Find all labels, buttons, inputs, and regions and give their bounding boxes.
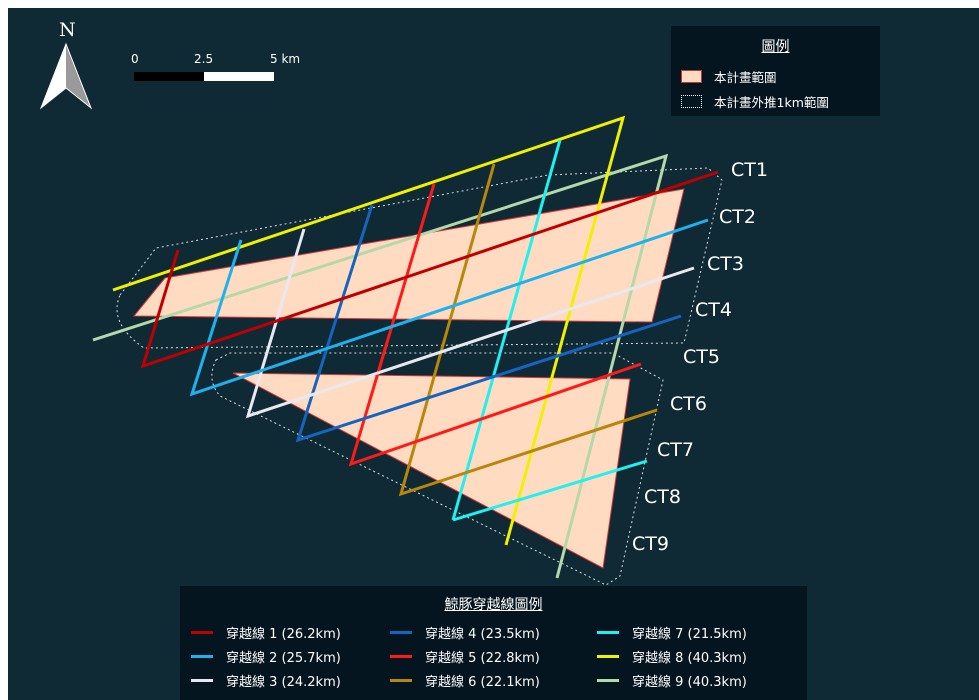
scale-label-2-5: 2.5 [194,52,214,66]
project-area-swatch-icon [681,70,702,83]
transect-9 [92,153,669,579]
legend-item-label: 本計畫範圍 [714,70,777,85]
line-swatch-icon [390,678,412,682]
line-swatch-icon [390,654,412,658]
map-legend: 圖例 本計畫範圍 本計畫外推1km範圍 [671,26,880,116]
ct-label-4: CT4 [695,299,732,321]
scale-label-5km: 5 km [270,52,301,66]
transect-label: 穿越線 2 (25.7km) [226,650,341,666]
line-swatch-icon [191,630,213,634]
ct-label-3: CT3 [707,253,744,275]
north-arrow-icon [39,42,93,110]
transect-legend-items: 穿越線 1 (26.2km) 穿越線 2 (25.7km) 穿越線 3 (24.… [191,620,797,692]
transect-label: 穿越線 8 (40.3km) [632,650,747,666]
transect-8 [112,115,626,546]
buffer-area-swatch-icon [681,95,702,108]
transect-legend-item-7: 穿越線 7 (21.5km) [597,620,797,644]
legend-item-label: 本計畫外推1km範圍 [714,95,829,110]
transect-legend-item-2: 穿越線 2 (25.7km) [191,644,390,668]
scale-label-0: 0 [131,52,139,66]
map-layer [39,42,723,586]
ct-label-2: CT2 [719,206,756,228]
transect-legend-item-3: 穿越線 3 (24.2km) [191,668,390,692]
transect-label: 穿越線 3 (24.2km) [226,674,341,690]
buffer-zone-north [116,167,723,349]
transect-legend-title: 鯨豚穿越線圖例 [444,597,543,613]
transect-2 [189,218,709,397]
ct-label-5: CT5 [683,346,720,368]
line-swatch-icon [191,654,213,658]
transect-1 [140,170,719,369]
transect-3 [245,228,695,419]
transect-label: 穿越線 6 (22.1km) [425,674,540,690]
project-area-north [132,188,685,323]
transect-6 [398,163,658,497]
legend-item-buffer-area: 本計畫外推1km範圍 [681,92,829,111]
ct-label-1: CT1 [731,159,768,181]
transect-legend-item-6: 穿越線 6 (22.1km) [390,668,597,692]
map-canvas[interactable]: N 0 2.5 5 km CT1 CT2 CT3 CT4 CT5 CT6 CT7… [8,8,979,700]
buffer-zone-south [211,352,664,586]
line-swatch-icon [390,630,412,634]
legend-title: 圖例 [761,39,790,55]
ct-label-9: CT9 [632,533,669,555]
north-letter: N [59,19,76,41]
ct-label-8: CT8 [644,486,681,508]
transect-legend-item-1: 穿越線 1 (26.2km) [191,620,390,644]
line-swatch-icon [191,678,213,682]
transect-label: 穿越線 1 (26.2km) [226,626,341,642]
transect-label: 穿越線 5 (22.8km) [425,650,540,666]
line-swatch-icon [597,630,619,634]
scale-bar-black [134,72,204,81]
transect-legend-item-8: 穿越線 8 (40.3km) [597,644,797,668]
transect-lines [92,115,719,579]
transect-label: 穿越線 7 (21.5km) [632,626,747,642]
line-swatch-icon [597,678,619,682]
project-area-south [232,372,631,569]
transect-legend: 鯨豚穿越線圖例 穿越線 1 (26.2km) 穿越線 2 (25.7km) 穿越… [180,586,807,700]
legend-item-project-area: 本計畫範圍 [681,67,777,86]
transect-legend-item-5: 穿越線 5 (22.8km) [390,644,597,668]
transect-label: 穿越線 9 (40.3km) [632,674,747,690]
transect-legend-item-9: 穿越線 9 (40.3km) [597,668,797,692]
transect-legend-item-4: 穿越線 4 (23.5km) [390,620,597,644]
transect-4 [295,204,682,443]
ct-label-6: CT6 [670,393,707,415]
ct-label-7: CT7 [657,439,694,461]
transect-label: 穿越線 4 (23.5km) [425,626,540,642]
line-swatch-icon [597,654,619,658]
scale-bar-white [204,72,274,81]
